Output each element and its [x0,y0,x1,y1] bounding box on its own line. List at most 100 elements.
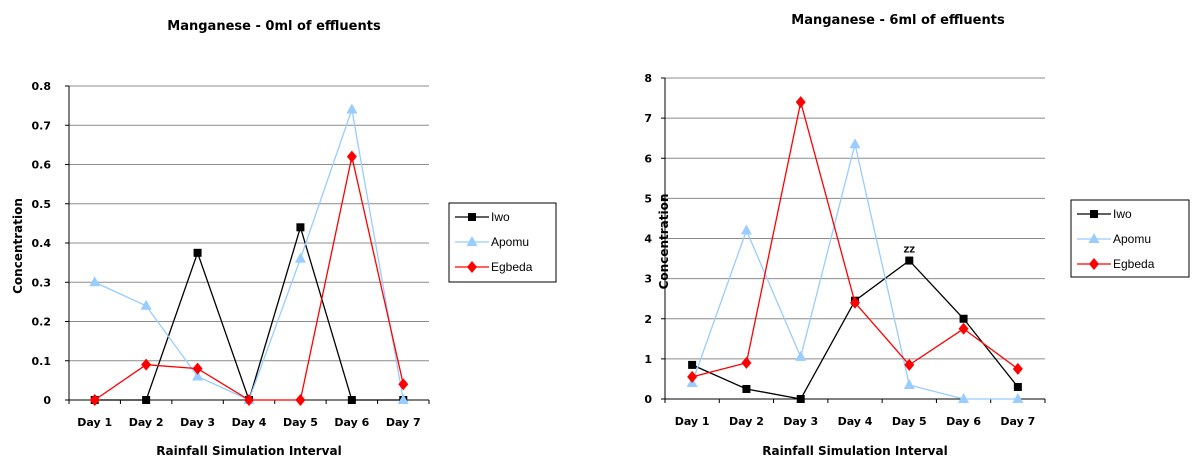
y-tick-label: 7 [644,112,652,125]
data-point [1013,382,1022,391]
data-point [193,248,202,257]
legend: Iwo Apomu Egbeda [1070,199,1190,278]
legend-marker [466,236,478,246]
x-tick-label: Day 1 [77,416,112,429]
y-tick-label: 1 [644,353,652,366]
series-apomu [686,138,1024,403]
data-point [398,378,409,391]
data-point [958,322,969,335]
y-tick-label: 0.4 [32,237,52,250]
y-tick-label: 0 [43,394,51,407]
series-apomu [89,103,409,404]
chart-1: Manganese - 0ml of effluents 0 0.1 0.2 0.3 0.… [11,19,557,458]
x-tick-label: Day 6 [946,415,981,428]
series-line [94,156,404,401]
legend-marker [1088,233,1100,243]
y-tick-label: 0.3 [32,276,52,289]
data-point [192,370,204,381]
series-line [691,259,1019,400]
x-tick-label: Day 6 [334,416,369,429]
data-point [741,356,752,369]
x-tick-label: Day 5 [283,416,318,429]
y-tick-label: 2 [644,313,652,326]
legend-marker [1090,210,1098,218]
y-tick-label: 0.7 [32,119,52,132]
data-point [904,358,915,371]
chart-title: Manganese - 6ml of effluents [791,13,1005,28]
data-point [795,96,806,109]
data-point [244,394,254,406]
series-egbeda [89,150,409,406]
data-point [903,378,915,389]
x-tick-label: Day 3 [180,416,215,429]
y-tick-label: 0.6 [32,159,52,172]
series-iwo [90,223,408,404]
data-point [1012,362,1023,375]
x-tick-label: Day 7 [1000,415,1035,428]
legend-marker [468,213,476,221]
x-tick-label: Day 3 [783,415,818,428]
x-axis-label: Rainfall Simulation Interval [156,444,341,458]
y-tick-label: 0.8 [32,80,52,93]
x-tick-label: Day 4 [838,415,873,428]
data-point [296,223,305,232]
legend-label: Iwo [1113,207,1132,221]
x-tick-label: Day 1 [675,415,710,428]
legend-label: Apomu [1113,232,1151,246]
x-tick-label: Day 2 [129,416,164,429]
data-point [140,299,152,310]
legend-label: Egbeda [1113,257,1155,271]
x-tick-label: Day 4 [232,416,267,429]
y-axis-label: Concentration [657,194,671,290]
legend-marker [467,261,477,273]
y-tick-label: 6 [644,152,652,165]
data-point [740,224,752,235]
y-tick-label: 5 [644,192,652,205]
data-point [294,252,306,263]
y-tick-label: 0.5 [32,198,52,211]
x-tick-label: Day 7 [386,416,421,429]
data-point [905,256,914,265]
data-point [346,150,357,163]
data-point [1012,393,1024,403]
x-tick-label: Day 5 [892,415,927,428]
legend: Iwo Apomu Egbeda [448,202,557,283]
y-tick-label: 4 [644,233,652,246]
data-point [295,394,306,406]
data-point [849,138,861,149]
data-point [346,103,358,114]
series-line [94,225,404,403]
chart-2: Manganese - 6ml of effluents 0 1 2 3 4 5 6 7 8 Day… [644,13,1190,458]
series-egbeda [687,96,1023,383]
data-point [89,394,100,406]
legend-label: Egbeda [491,260,533,274]
data-point [958,393,970,403]
data-point [89,276,101,287]
legend-marker [1089,258,1099,270]
x-tick-label: Day 2 [729,415,764,428]
data-point [141,358,152,371]
data-point [687,370,698,383]
data-point [142,396,151,404]
y-axis-label: Concentration [11,198,25,294]
legend-label: Iwo [491,210,510,224]
data-point [795,350,807,361]
y-tick-label: 3 [644,273,652,286]
data-point [347,396,356,404]
y-tick-label: 0.2 [32,316,52,329]
data-point [397,394,409,404]
y-tick-label: 8 [644,72,652,85]
data-point [850,296,860,309]
legend-label: Apomu [491,235,529,249]
data-point [742,384,751,393]
data-point [959,314,968,323]
chart-title: Manganese - 0ml of effluents [167,19,381,34]
data-point [796,395,805,403]
series-line [691,144,1018,400]
data-point [688,360,697,369]
y-tick-label: 0.1 [32,355,52,368]
series-line [94,106,404,401]
data-point [192,362,203,375]
x-axis-label: Rainfall Simulation Interval [762,444,947,458]
y-tick-label: 0 [644,393,652,406]
